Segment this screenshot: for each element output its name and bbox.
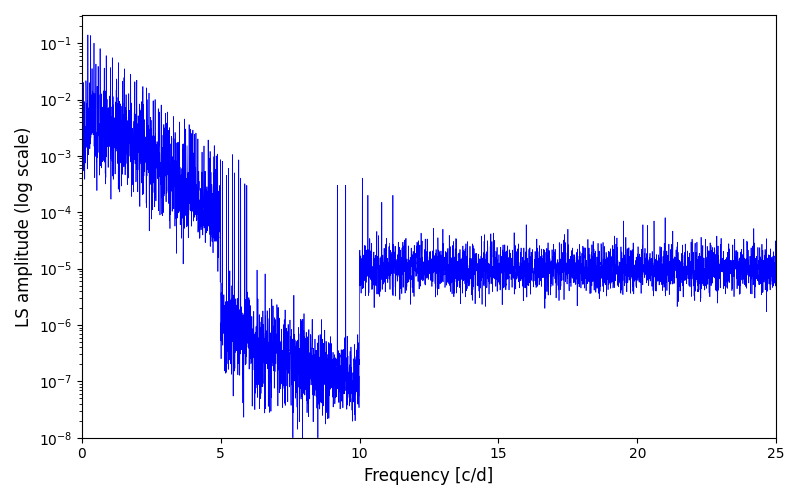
Y-axis label: LS amplitude (log scale): LS amplitude (log scale) xyxy=(15,126,33,326)
X-axis label: Frequency [c/d]: Frequency [c/d] xyxy=(364,467,494,485)
